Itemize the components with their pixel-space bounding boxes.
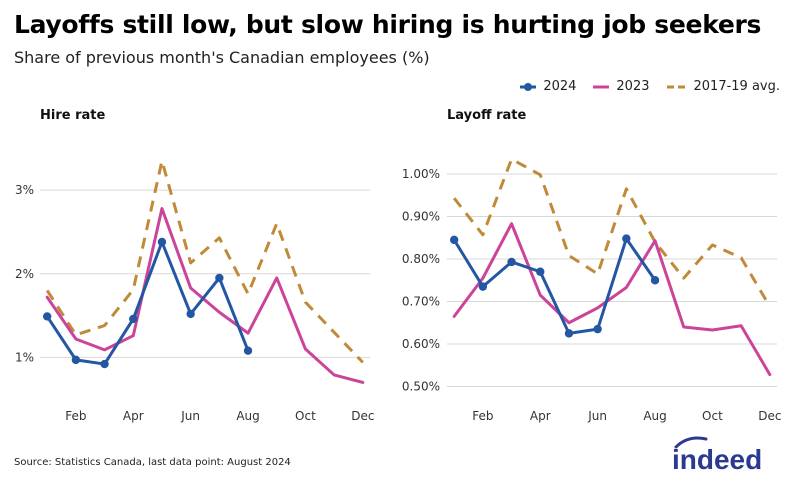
x-tick-label: Feb (472, 409, 493, 423)
x-tick-label: Jun (587, 409, 607, 423)
series-line-2024 (45, 240, 250, 366)
y-tick-label: 0.70% (402, 295, 440, 309)
source-note: Source: Statistics Canada, last data poi… (14, 457, 291, 468)
data-point-2024 (129, 314, 138, 324)
data-point-2024 (157, 237, 167, 247)
legend-item-2023: 2023 (592, 79, 650, 94)
x-tick-label: Aug (643, 409, 666, 423)
legend: 2024 2023 2017-19 avg. (519, 79, 780, 94)
chart-subtitle: Share of previous month's Canadian emplo… (14, 48, 430, 67)
y-tick-label: 0.50% (402, 380, 440, 394)
x-tick-label: Dec (351, 409, 374, 423)
hire-rate-chart: 1% 2% 3% Feb Apr Jun Aug Oct Dec (15, 159, 374, 423)
series-line-2017-19-avg- (45, 159, 364, 364)
layoff-rate-chart: 0.50% 0.60% 0.70% 0.80% 0.90% 1.00% Feb Apr Jun A… (402, 157, 781, 423)
legend-label-avg: 2017-19 avg. (693, 79, 781, 94)
legend-label-2023: 2023 (616, 79, 650, 94)
data-point-2024 (564, 329, 574, 338)
data-point-2024 (243, 346, 253, 355)
data-point-2024 (42, 312, 52, 321)
x-tick-label: Oct (702, 409, 723, 423)
indeed-logo: indeed (672, 436, 762, 474)
x-tick-label: Jun (180, 409, 200, 423)
data-point-2024 (478, 282, 488, 291)
legend-swatch-2024-icon (520, 82, 537, 91)
y-tick-label: 2% (15, 267, 34, 281)
series-line-2017-19-avg- (452, 157, 772, 308)
x-tick-label: Dec (758, 409, 781, 423)
data-point-2024 (215, 273, 224, 283)
layoff-rate-panel-title: Layoff rate (447, 108, 527, 123)
legend-swatch-2023-icon (593, 85, 610, 88)
y-tick-label: 0.60% (402, 337, 440, 351)
data-point-2024 (449, 235, 459, 245)
data-point-2024 (622, 234, 631, 243)
chart-title: Layoffs still low, but slow hiring is hu… (14, 10, 762, 39)
x-tick-label: Feb (65, 409, 86, 423)
y-tick-label: 0.80% (402, 252, 440, 266)
x-tick-label: Apr (123, 409, 144, 423)
data-point-2024 (100, 359, 109, 369)
data-point-2024 (650, 276, 660, 285)
legend-item-avg: 2017-19 avg. (666, 79, 781, 94)
logo-wordmark: indeed (672, 444, 762, 474)
y-tick-label: 3% (15, 183, 34, 197)
legend-label-2024: 2024 (543, 79, 577, 94)
y-tick-label: 1% (15, 350, 34, 364)
x-tick-label: Aug (236, 409, 259, 423)
logo-swoosh (674, 436, 708, 449)
hire-rate-panel-title: Hire rate (40, 108, 106, 123)
y-tick-label: 1.00% (402, 167, 440, 181)
data-point-2024 (186, 309, 195, 319)
series-line-2024 (452, 237, 657, 335)
x-tick-label: Oct (295, 409, 316, 423)
x-tick-label: Apr (530, 409, 551, 423)
data-point-2024 (71, 355, 81, 365)
y-tick-label: 0.90% (402, 210, 440, 224)
legend-swatch-avg-icon (666, 85, 687, 88)
series-line-2023 (45, 207, 365, 384)
data-point-2024 (593, 324, 602, 334)
data-point-2024 (507, 257, 516, 267)
series-line-2023 (452, 222, 772, 377)
data-point-2024 (536, 267, 545, 276)
legend-item-2024: 2024 (519, 79, 576, 94)
